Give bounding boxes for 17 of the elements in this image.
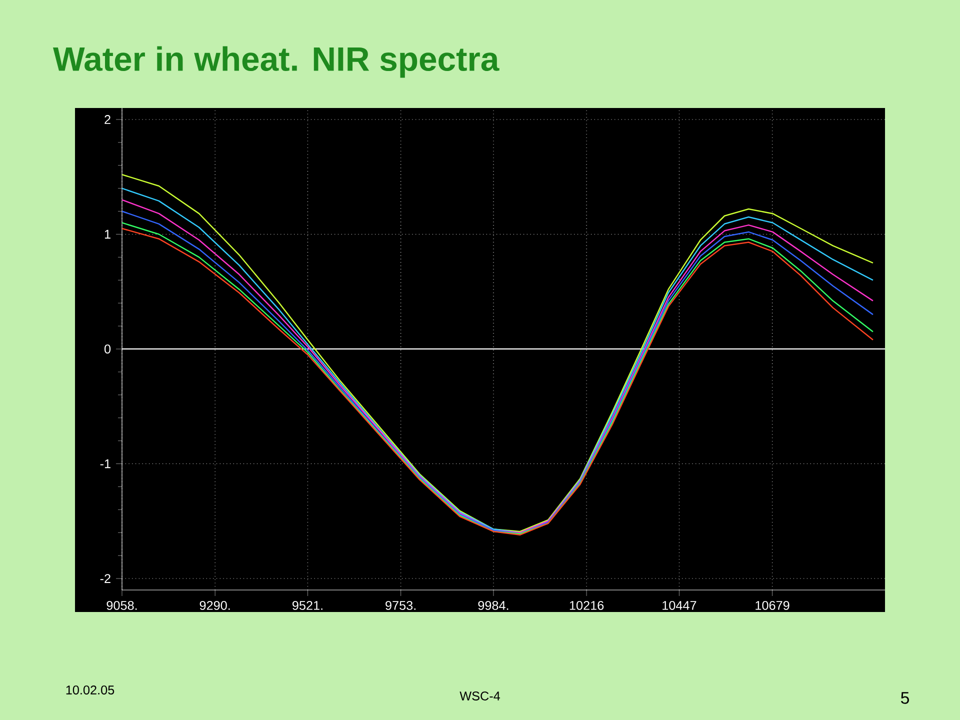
y-tick-label: 0	[104, 344, 111, 354]
x-tick-label: 10216	[570, 600, 604, 610]
text: 10.02.05	[66, 686, 114, 694]
chart-title: Water in wheat. NIR spectra	[52, 46, 500, 78]
x-tick-label: 10447	[662, 600, 696, 610]
y-tick-label: 2	[104, 115, 110, 124]
x-tick-label: 9058.	[106, 600, 137, 610]
x-tick-label: 9753.	[386, 600, 416, 610]
x-tick-label: 10679	[756, 600, 790, 610]
y-tick-label: -2	[100, 574, 110, 583]
text: WSC-4	[460, 692, 500, 700]
y-tick-label: -1	[100, 459, 110, 468]
x-tick-label: 9521.	[292, 600, 322, 610]
x-tick-label: 9984.	[478, 600, 508, 610]
text: 5	[901, 692, 909, 704]
x-tick-label: 9290.	[200, 600, 230, 610]
y-tick-label: 1	[104, 230, 110, 239]
